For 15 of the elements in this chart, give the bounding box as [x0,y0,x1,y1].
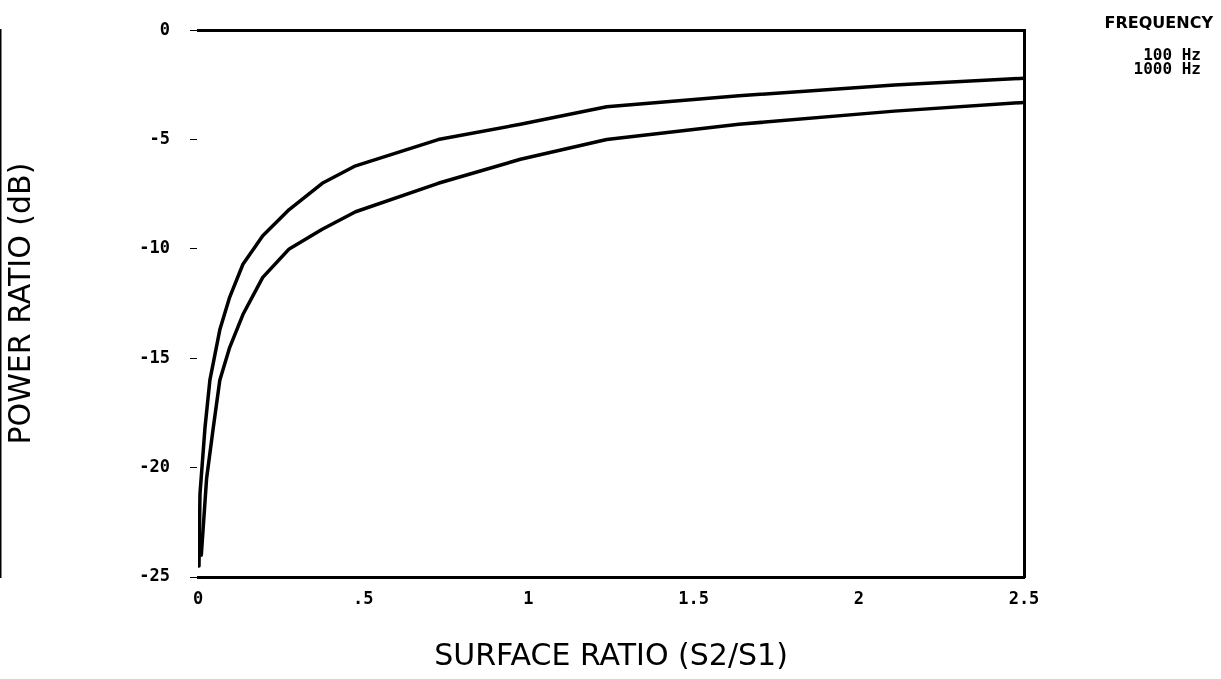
x-axis-title: SURFACE RATIO (S2/S1) [434,636,788,672]
y-axis-title: POWER RATIO (dB) [1,162,37,445]
x-tick-label: .5 [352,587,374,608]
x-tick-label: 2 [853,587,864,608]
x-tick-label: 2.5 [1008,587,1040,608]
x-tick-label: 1 [523,587,534,608]
y-tick-label: 0 [159,18,170,39]
y-tick-label: -20 [139,456,170,477]
y-tick-label: -15 [139,346,170,367]
y-tick-label: -5 [149,127,170,148]
x-tick-label: 0 [192,587,204,608]
legend-title: FREQUENCY [1104,13,1214,33]
x-tick-label: 1.5 [678,587,709,608]
y-tick-label: -10 [139,237,170,258]
y-tick-label: -25 [139,565,170,586]
